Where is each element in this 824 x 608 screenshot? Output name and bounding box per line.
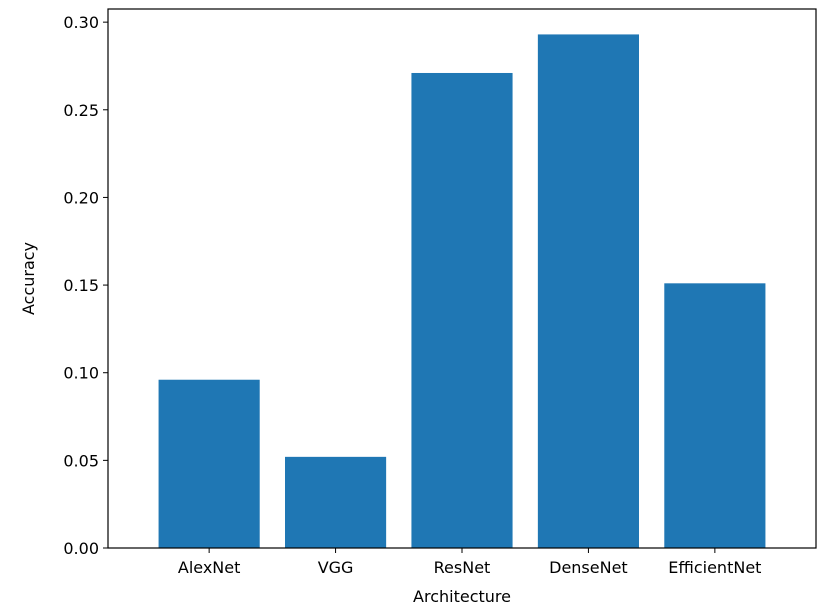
y-axis-ticks: 0.00 0.05 0.10 0.15 0.20 0.25 0.30 — [63, 13, 108, 558]
bar-vgg — [285, 456, 387, 548]
y-tick-label: 0.05 — [63, 451, 99, 470]
bar-efficientnet — [664, 283, 766, 548]
x-tick-label: DenseNet — [549, 558, 628, 577]
bar-alexnet — [158, 379, 260, 548]
y-tick-label: 0.15 — [63, 276, 99, 295]
y-tick-label: 0.30 — [63, 13, 99, 32]
x-tick-label: AlexNet — [178, 558, 241, 577]
x-tick-label: ResNet — [434, 558, 491, 577]
y-tick-label: 0.25 — [63, 101, 99, 120]
bars-group — [158, 34, 766, 549]
y-tick-label: 0.00 — [63, 539, 99, 558]
bar-densenet — [537, 34, 639, 549]
bar-resnet — [411, 72, 513, 548]
plot-frame — [107, 8, 817, 549]
y-tick-label: 0.10 — [63, 364, 99, 383]
x-tick-label: EfficientNet — [668, 558, 761, 577]
x-axis-ticks: AlexNet VGG ResNet DenseNet EfficientNet — [178, 548, 761, 577]
x-axis-label: Architecture — [413, 587, 511, 606]
y-tick-label: 0.20 — [63, 188, 99, 207]
x-tick-label: VGG — [318, 558, 354, 577]
y-axis-label: Accuracy — [19, 242, 38, 315]
